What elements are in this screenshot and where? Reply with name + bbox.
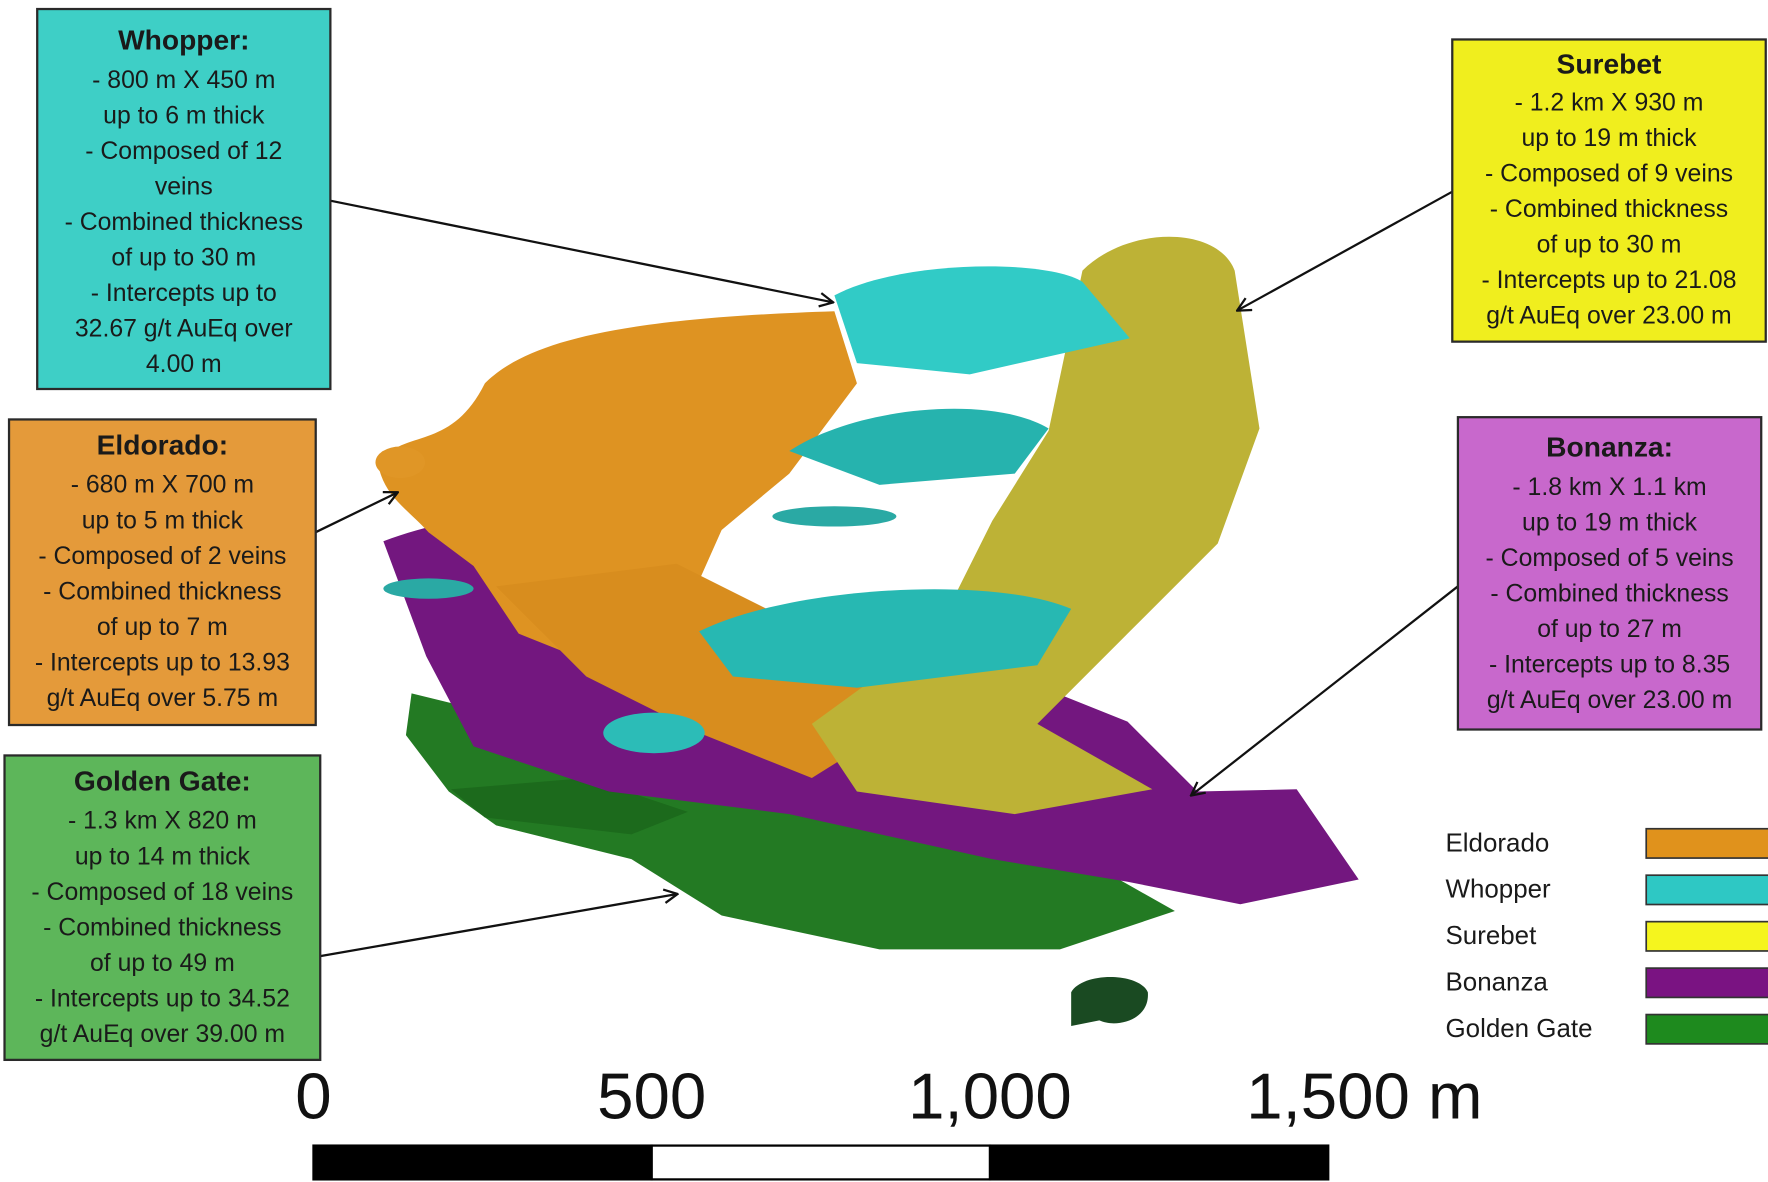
legend-swatch xyxy=(1645,1013,1768,1045)
callout-line: g/t AuEq over 5.75 m xyxy=(47,685,279,712)
callout-title: Surebet xyxy=(1557,47,1663,79)
scale-segment xyxy=(988,1144,1330,1181)
arrow xyxy=(1192,585,1459,795)
callout-box xyxy=(3,754,322,1062)
callout: Whopper: - 800 m X 450 m up to 6 m thick - … xyxy=(36,7,332,391)
scale-label: 0 xyxy=(295,1060,331,1133)
legend-label: Surebet xyxy=(1446,922,1538,950)
legend-label: Bonanza xyxy=(1446,969,1549,997)
whopper-veins xyxy=(603,712,705,754)
arrow xyxy=(1238,190,1453,310)
callout-line: up to 19 m thick xyxy=(1522,510,1698,537)
callout: Bonanza: - 1.8 km X 1.1 km up to 19 m thic… xyxy=(1456,416,1763,731)
callout-line: - Combined thickness xyxy=(1490,581,1728,608)
legend-swatch xyxy=(1645,967,1768,999)
legend-label: Whopper xyxy=(1446,876,1552,904)
callout-box xyxy=(1456,416,1763,731)
callout-line: - Combined thickness xyxy=(43,578,281,605)
legend: Eldorado Whopper Surebet Bonanza Golden Gate xyxy=(1446,827,1768,1045)
callout-line: - Composed of 5 veins xyxy=(1486,545,1734,572)
arrow xyxy=(320,894,676,958)
eldorado-veins xyxy=(375,446,426,479)
callout-line: - Intercepts up to 21.08 xyxy=(1481,267,1736,294)
callout-line: - 1.3 km X 820 m xyxy=(68,808,257,835)
arrow xyxy=(330,199,832,302)
whopper-veins xyxy=(383,578,474,599)
legend-label: Eldorado xyxy=(1446,829,1550,857)
callout-line: - 1.8 km X 1.1 km xyxy=(1512,474,1706,501)
callout-line: - Intercepts up to 8.35 xyxy=(1489,652,1730,679)
scale-bar: 0 500 1,000 1,500 m xyxy=(295,1060,1482,1181)
callout-title: Eldorado: xyxy=(97,428,228,460)
callout-line: of up to 7 m xyxy=(97,614,228,641)
callout: Surebet - 1.2 km X 930 m up to 19 m thick -… xyxy=(1451,38,1767,343)
eldorado-veins xyxy=(496,563,903,779)
callout-line: up to 14 m thick xyxy=(75,843,251,870)
legend-label: Golden Gate xyxy=(1446,1015,1593,1043)
callout-line: g/t AuEq over 39.00 m xyxy=(40,1021,285,1048)
callout-line: of up to 30 m xyxy=(111,245,256,272)
scale-label: 1,000 xyxy=(908,1060,1072,1133)
callouts: Whopper: - 800 m X 450 m up to 6 m thick - … xyxy=(3,7,1767,1062)
callout-line: g/t AuEq over 23.00 m xyxy=(1486,303,1731,330)
callout-line: - 1.2 km X 930 m xyxy=(1515,89,1704,116)
legend-swatch xyxy=(1645,920,1768,952)
callout-line: of up to 30 m xyxy=(1537,232,1682,259)
callout-line: - Combined thickness xyxy=(1490,196,1728,223)
callout-line: - Composed of 18 veins xyxy=(31,879,293,906)
scale-label: 500 xyxy=(597,1060,706,1133)
callout-line: 32.67 g/t AuEq over xyxy=(75,316,293,343)
callout-line: up to 5 m thick xyxy=(82,507,244,534)
callout-line: - Composed of 12 xyxy=(85,138,282,165)
callout-line: - 800 m X 450 m xyxy=(92,67,275,94)
whopper-veins xyxy=(772,506,897,527)
callout-box xyxy=(36,7,332,391)
callout-line: - Combined thickness xyxy=(43,914,281,941)
callout-line: - 680 m X 700 m xyxy=(71,472,254,499)
callout-line: - Intercepts up to xyxy=(91,280,277,307)
callout-line: up to 6 m thick xyxy=(103,102,265,129)
whopper-veins xyxy=(699,589,1072,688)
callout-line: up to 19 m thick xyxy=(1521,125,1697,152)
legend-swatch xyxy=(1645,874,1768,906)
callout-line: g/t AuEq over 23.00 m xyxy=(1487,687,1732,714)
callout: Eldorado: - 680 m X 700 m up to 5 m thick -… xyxy=(7,418,317,727)
scale-segment xyxy=(650,1144,992,1181)
callout-line: - Intercepts up to 13.93 xyxy=(35,649,290,676)
scale-label: 1,500 m xyxy=(1246,1060,1482,1133)
callout-line: veins xyxy=(155,174,213,201)
arrows xyxy=(315,190,1459,958)
callout-line: 4.00 m xyxy=(146,351,222,378)
legend-swatch xyxy=(1645,827,1768,859)
callout-box xyxy=(1451,38,1767,343)
callout-line: of up to 49 m xyxy=(90,950,235,977)
whopper-veins xyxy=(789,408,1049,485)
callout-title: Bonanza: xyxy=(1546,431,1673,463)
vein-model xyxy=(375,236,1359,1027)
callout-box xyxy=(7,418,317,727)
callout: Golden Gate: - 1.3 km X 820 m up to 14 m t… xyxy=(3,754,322,1062)
callout-line: - Composed of 9 veins xyxy=(1485,161,1733,188)
arrow xyxy=(315,493,397,534)
callout-line: - Composed of 2 veins xyxy=(38,543,286,570)
callout-title: Whopper: xyxy=(118,24,249,56)
callout-title: Golden Gate: xyxy=(74,764,251,796)
callout-line: - Combined thickness xyxy=(65,209,303,236)
callout-line: of up to 27 m xyxy=(1537,616,1682,643)
whopper-veins xyxy=(834,266,1130,375)
callout-line: - Intercepts up to 34.52 xyxy=(35,985,290,1012)
golden-gate-outlier xyxy=(1071,977,1148,1027)
scale-segment xyxy=(312,1144,653,1181)
